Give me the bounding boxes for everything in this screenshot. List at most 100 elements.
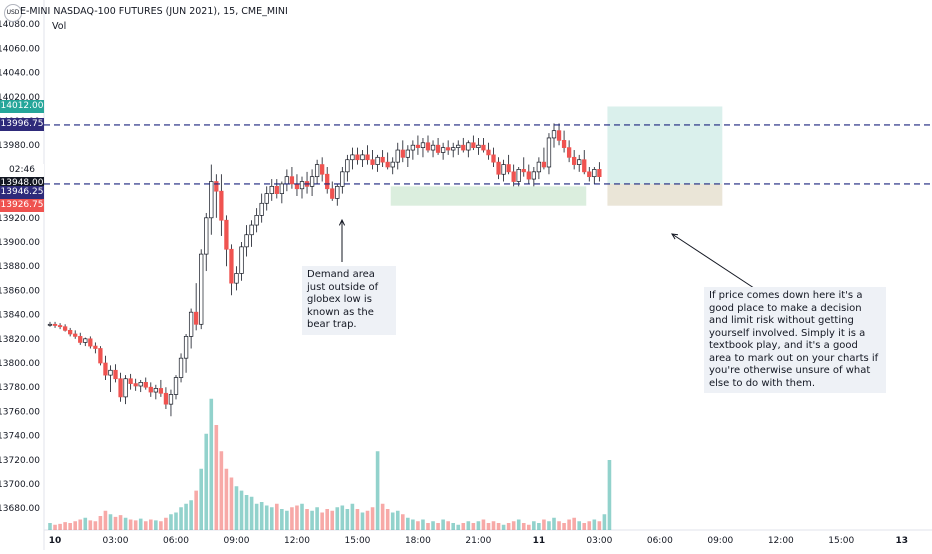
candle [340,166,345,194]
candle [113,364,118,383]
candle-body [365,154,370,161]
volume-bar [194,490,198,530]
candle-body [566,147,572,158]
candle [148,382,153,397]
volume-bar [219,451,224,530]
time-tick-label: 15:00 [344,536,370,546]
candle-body [78,336,83,343]
volume-bar [577,521,581,530]
candle-body [541,161,547,168]
candle-body [57,325,63,328]
candle-body [254,215,259,226]
currency-badge[interactable]: USD [4,4,22,22]
volume-bar [471,523,476,530]
candle [294,174,300,197]
volume-bar [557,521,561,530]
volume-bar [527,524,531,530]
candle [491,147,496,167]
volume-bar [516,519,521,530]
price-tag: 13996.75 [0,118,44,132]
candle-body [496,161,501,175]
candle [451,142,456,158]
candle [269,179,274,201]
candle [249,220,254,247]
candle-body [274,185,279,194]
volume-bar [411,519,415,530]
candle [526,164,531,184]
volume-bar [567,519,571,530]
candle-body [214,181,219,192]
candle [83,337,88,347]
volume-bar [401,514,405,530]
price-tick-label: 13740.00 [0,432,40,442]
volume-bar [78,519,83,530]
candle-body [400,149,405,158]
candle-body [178,357,184,378]
volume-bar [390,512,395,530]
price-tick-label: 13920.00 [0,214,40,224]
volume-bar [295,505,299,530]
volume-bar [325,509,329,530]
candle-body [546,137,552,168]
candle [314,159,320,184]
candle-body [123,378,128,398]
time-tick-label: 13 [895,536,908,546]
price-tick-label: 13700.00 [0,480,40,490]
candle [345,154,350,182]
volume-bar [345,509,350,530]
volume-bar [350,503,355,530]
candle [556,123,562,146]
volume-bar [436,523,440,530]
demand-annotation[interactable]: Demand area just outside of globex low i… [302,266,396,335]
candle-body [561,140,567,148]
volume-bar [441,519,445,530]
volume-bar [406,517,410,530]
candle [108,365,113,393]
candle [390,157,395,175]
volume-bar [426,523,430,530]
candle-body [204,217,209,255]
candle-body [471,142,476,148]
volume-bar [521,523,526,530]
decision-annotation[interactable]: If price comes down here it's a good pla… [704,287,886,393]
candle [440,142,446,160]
candle [47,321,53,327]
candle [158,379,164,397]
candle [511,164,516,187]
volume-bar [189,500,193,530]
candle [309,169,315,197]
candle [88,336,93,349]
candle [577,154,582,172]
volume-bar [269,507,274,530]
candle [103,355,108,380]
candle-body [269,185,274,194]
volume-bar [542,519,546,530]
volume-bar [451,523,455,530]
candle-body [340,171,345,187]
candle-body [128,378,133,384]
candle [289,166,295,189]
candle [138,379,143,393]
volume-bar [239,490,244,530]
candle [98,346,103,366]
candle-body [108,369,113,376]
volume-bar [179,507,183,530]
candle-body [314,164,320,178]
candle [224,215,229,267]
volume-bar [330,510,335,530]
candle-body [73,333,78,337]
price-tick-label: 13860.00 [0,286,40,296]
candle-body [597,169,602,178]
candle-body [183,336,189,359]
candle-body [506,164,511,173]
volume-bar [58,523,62,530]
candle-body [284,176,290,185]
volume-bar [607,460,612,530]
candle-body [158,388,164,394]
candle [143,377,148,390]
price-tick-label: 14080.00 [0,20,40,30]
candle-body [229,248,234,284]
candle-body [309,176,315,187]
